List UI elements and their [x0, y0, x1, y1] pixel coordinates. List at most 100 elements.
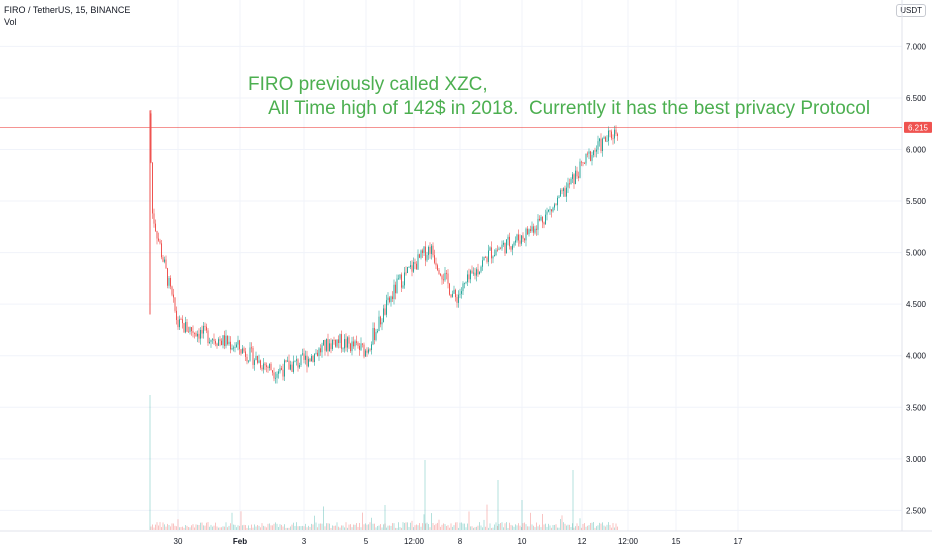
candle-body — [311, 356, 312, 362]
candle-body — [425, 246, 426, 261]
volume-bar — [438, 519, 440, 530]
candle-body — [524, 238, 525, 241]
candle-body — [227, 335, 228, 345]
time-axis: 30 Feb 3 5 12:00 8 10 12 12:00 15 17 — [174, 537, 743, 546]
candle-body — [239, 340, 240, 350]
volume-bar — [324, 526, 326, 530]
candle-body — [176, 310, 177, 320]
volume-bar — [369, 522, 371, 530]
volume-bar — [284, 524, 285, 530]
volume-bar — [189, 527, 191, 530]
candle-body — [464, 282, 465, 284]
candle-body — [431, 245, 432, 254]
candle-body — [422, 250, 423, 253]
symbol-title[interactable]: FIRO / TetherUS, 15, BINANCE — [4, 5, 131, 15]
candle-body — [366, 350, 368, 353]
text-annotation[interactable]: FIRO previously called XZC, All Time hig… — [248, 73, 870, 121]
volume-bar — [591, 522, 593, 530]
last-price-label: 6.215 — [908, 123, 929, 132]
volume-bar — [218, 527, 219, 530]
volume-bar — [330, 527, 332, 530]
candle-body — [188, 331, 189, 333]
volume-bar — [504, 523, 506, 530]
volume-bar — [521, 527, 522, 530]
volume-bar — [186, 525, 188, 530]
volume-bar — [600, 523, 602, 530]
candle-body — [252, 347, 254, 365]
volume-bar — [590, 522, 591, 530]
volume-bar — [348, 524, 350, 530]
volume-bar — [182, 526, 183, 530]
candle-body — [459, 293, 461, 295]
volume-bar — [398, 522, 399, 530]
volume-bar — [473, 527, 474, 530]
candle-body — [552, 207, 554, 212]
volume-bar — [453, 525, 455, 530]
candle-body — [516, 234, 518, 241]
volume-bar — [422, 523, 423, 530]
time-tick-label: 12:00 — [618, 537, 639, 546]
volume-bar — [320, 523, 321, 530]
volume-bar — [360, 527, 362, 530]
candle-body — [173, 294, 174, 298]
volume-bar — [401, 527, 402, 530]
volume-bar — [152, 524, 153, 530]
volume-bar — [261, 523, 263, 530]
volume-bar — [363, 524, 365, 530]
volume-bar — [267, 523, 269, 530]
volume-bar — [240, 511, 242, 530]
candle-body — [312, 356, 314, 362]
volume-bar — [602, 522, 603, 530]
volume-bar — [578, 525, 579, 530]
currency-badge[interactable]: USDT — [896, 4, 926, 17]
volume-label[interactable]: Vol — [4, 17, 17, 27]
volume-bar — [354, 524, 356, 530]
candle-body — [258, 360, 260, 363]
volume-bar — [302, 525, 303, 530]
volume-bar — [159, 522, 161, 530]
volume-bar — [234, 524, 236, 530]
volume-bar — [275, 522, 276, 530]
time-tick-label: 17 — [734, 537, 743, 546]
volume-bar — [522, 523, 524, 530]
candle-body — [449, 283, 450, 295]
candle-body — [360, 343, 362, 350]
volume-bar — [614, 527, 615, 530]
volume-bar — [424, 460, 426, 530]
candle-body — [192, 331, 194, 333]
candle-body — [290, 364, 291, 370]
candle-body — [302, 353, 303, 355]
volume-bar — [377, 526, 378, 530]
candle-body — [150, 113, 152, 163]
volume-bar — [198, 525, 200, 530]
volume-bar — [485, 526, 486, 530]
volume-bar — [303, 526, 305, 530]
volume-bar — [237, 525, 239, 530]
volume-bar — [366, 524, 368, 530]
volume-bar — [612, 523, 614, 530]
price-tick-label: 5.500 — [906, 197, 927, 206]
volume-bar — [477, 525, 479, 530]
volume-bar — [515, 524, 516, 530]
volume-bar — [222, 526, 224, 530]
volume-bar — [279, 524, 281, 530]
volume-bar — [500, 522, 501, 530]
volume-bar — [548, 523, 549, 530]
volume-bar — [305, 523, 306, 530]
volume-bar — [239, 525, 240, 530]
volume-bar — [287, 527, 288, 530]
candle-body — [293, 361, 294, 372]
time-tick-label: Feb — [233, 537, 247, 546]
volume-bar — [299, 526, 300, 530]
candle-body — [611, 131, 612, 139]
volume-bar — [285, 527, 287, 530]
volume-bar — [258, 525, 260, 530]
candle-body — [548, 209, 549, 212]
candle-body — [387, 297, 389, 301]
volume-bar — [582, 523, 584, 530]
candle-body — [528, 229, 530, 235]
candle-body — [390, 296, 392, 303]
candle-body — [357, 342, 359, 346]
volume-bar — [479, 522, 480, 530]
